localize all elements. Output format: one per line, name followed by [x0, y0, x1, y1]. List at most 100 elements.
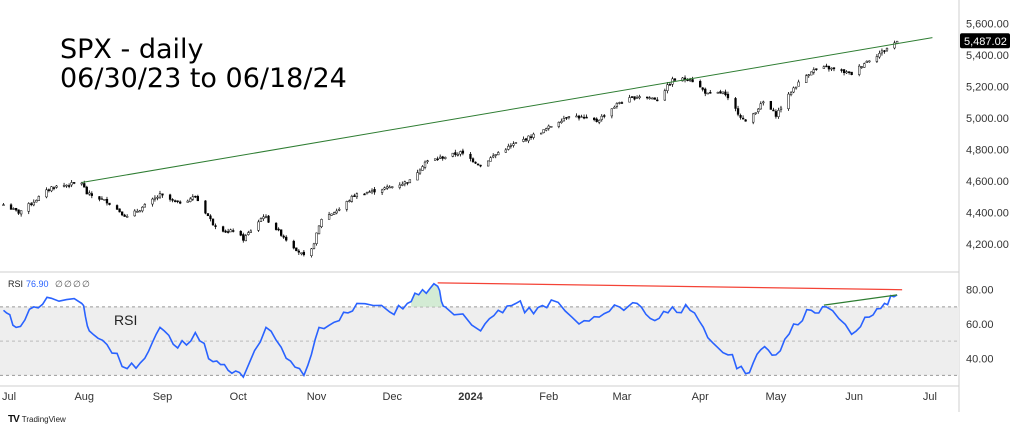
candle-body [633, 96, 636, 100]
candle-body [885, 48, 889, 51]
candle-body [741, 117, 745, 120]
price-candle [593, 117, 596, 122]
candle-body [600, 115, 603, 120]
price-candle [507, 143, 510, 151]
price-pane: 5,600.00 5,400.00 5,200.00 5,000.00 4,800.00… [0, 0, 1010, 412]
footer-text: TradingView [21, 415, 66, 424]
rsi-overbought-fill [411, 283, 444, 307]
price-candle [635, 95, 639, 99]
price-candle [194, 195, 197, 199]
candle-body [512, 143, 515, 146]
candle-body [232, 230, 235, 232]
candle-body [635, 97, 639, 99]
candle-body [229, 229, 232, 233]
price-candle [789, 91, 793, 97]
price-candle [115, 204, 119, 210]
rsi-trendline-layer [437, 282, 903, 306]
candle-body [105, 198, 109, 204]
candle-body [752, 113, 755, 123]
price-candle [62, 182, 66, 188]
price-candles [2, 40, 899, 258]
price-candle [663, 88, 666, 101]
rsi-pane-label: RSI [114, 312, 137, 328]
candle-body [688, 79, 692, 82]
footer: TV TradingView [8, 414, 66, 425]
price-candle [345, 200, 348, 212]
price-candle [383, 186, 386, 191]
price-candle [242, 232, 245, 243]
candle-body [103, 199, 106, 201]
candle-body [792, 87, 795, 93]
candle-body [224, 230, 227, 233]
candle-body [595, 118, 598, 122]
candle-body [436, 158, 439, 161]
candle-body [398, 184, 401, 188]
x-tick-label: Nov [307, 391, 327, 403]
price-candle [456, 152, 460, 157]
candle-body [136, 211, 139, 213]
price-candle [138, 209, 141, 213]
candle-body [267, 215, 270, 223]
candle-body [618, 102, 621, 104]
candle-body [880, 50, 884, 54]
price-candle [247, 230, 250, 236]
candle-body [456, 154, 460, 156]
candle-body [335, 210, 338, 214]
price-candle [630, 96, 634, 98]
candle-body [45, 189, 48, 198]
x-tick-label: Mar [612, 391, 631, 403]
candle-body [12, 208, 15, 210]
price-candle [497, 151, 500, 156]
rsi-legend-name: RSI [8, 279, 23, 289]
price-candle [244, 233, 247, 242]
candle-body [653, 97, 656, 100]
price-candle [67, 183, 71, 189]
candle-body [666, 84, 669, 92]
price-candle [479, 164, 482, 168]
price-candle [454, 149, 457, 157]
price-candle [565, 117, 568, 120]
price-candle [724, 89, 727, 97]
price-candle [474, 161, 477, 164]
rsi-legend-placeholder: ∅ [64, 279, 72, 289]
candle-body [186, 200, 189, 203]
candle-body [810, 71, 813, 76]
price-candle [285, 235, 288, 242]
price-candle [822, 65, 826, 69]
candle-body [486, 160, 490, 167]
price-candle [65, 184, 68, 188]
price-candle [151, 197, 154, 207]
price-candle [706, 92, 709, 95]
candle-body [426, 160, 429, 162]
candle-body [620, 102, 624, 104]
candle-body [52, 187, 56, 189]
candle-body [868, 60, 871, 63]
price-candle [681, 76, 684, 82]
price-candle [547, 124, 550, 131]
candle-body [805, 75, 808, 83]
price-candle [264, 214, 268, 219]
candle-body [580, 116, 583, 119]
price-candle [444, 156, 447, 160]
candle-body [474, 161, 477, 164]
candle-body [274, 222, 278, 230]
candle-body [383, 187, 386, 190]
price-candle [50, 186, 53, 193]
candle-body [734, 98, 737, 109]
price-candle [577, 114, 581, 121]
candle-body [302, 251, 306, 256]
price-candle [719, 89, 722, 94]
candle-body [691, 79, 694, 83]
price-candle [845, 70, 848, 74]
price-candle [70, 180, 73, 188]
price-candle [388, 185, 391, 189]
candle-body [209, 215, 212, 220]
rsi-legend-value: 76.90 [26, 279, 49, 289]
candle-body [433, 158, 437, 161]
price-candle [186, 199, 189, 203]
price-y-tick-label: 5,000.00 [966, 113, 1009, 125]
candle-body [320, 219, 323, 227]
tradingview-logo-icon: TV [8, 414, 20, 425]
price-candle [143, 203, 146, 208]
